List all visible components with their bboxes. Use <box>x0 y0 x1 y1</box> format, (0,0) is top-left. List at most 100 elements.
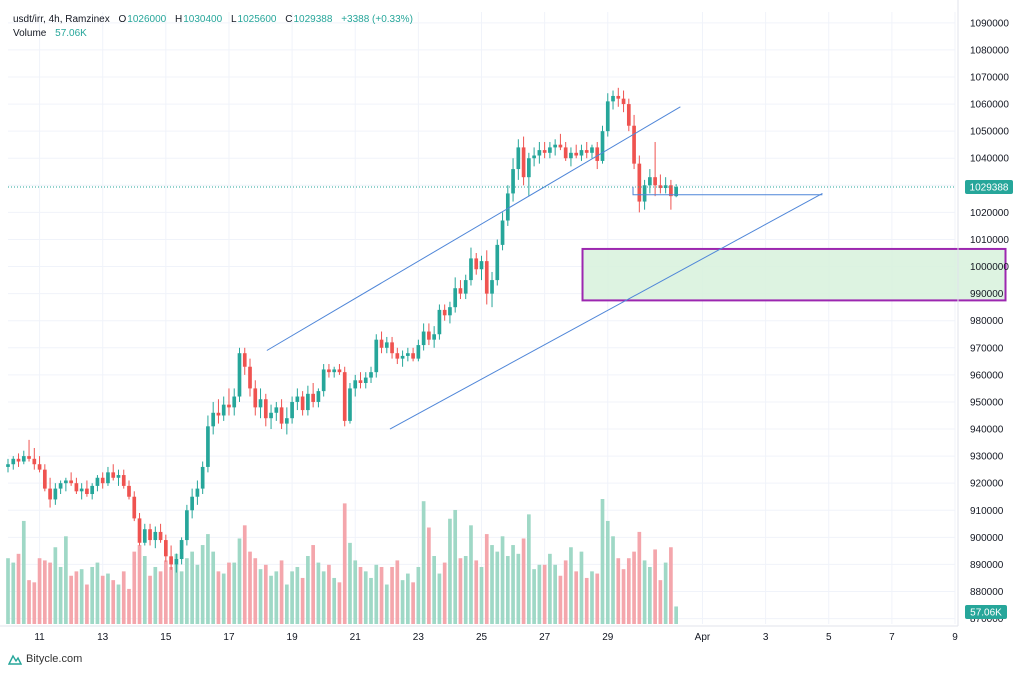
horizontal-level-line[interactable] <box>632 186 823 196</box>
candle-body <box>653 177 657 186</box>
volume-bar <box>642 560 647 624</box>
candle-body <box>569 152 573 159</box>
volume-bar <box>137 545 142 624</box>
candle-body <box>495 244 500 281</box>
candle-body <box>163 540 168 557</box>
volume-bar <box>284 584 289 624</box>
volume-bar <box>579 551 584 624</box>
candle-body <box>206 426 210 467</box>
candle-body <box>74 483 79 492</box>
candle-body <box>85 488 89 495</box>
volume-bar <box>32 582 37 624</box>
candle-body <box>548 147 552 153</box>
volume-bar <box>174 553 179 624</box>
volume-bar <box>669 547 673 624</box>
time-tick-label: 29 <box>602 632 614 643</box>
candle-body <box>95 477 100 486</box>
volume-bar <box>532 569 536 624</box>
volume-bar <box>653 549 657 624</box>
footer-brand-label: Bitycle.com <box>26 653 83 665</box>
candle-body <box>90 485 95 495</box>
candle-body <box>390 342 394 354</box>
volume-bar <box>563 560 568 624</box>
volume-bar <box>85 584 89 624</box>
volume-bar <box>327 564 331 624</box>
candle-body <box>563 147 568 159</box>
volume-bar <box>163 560 168 624</box>
candle-body <box>42 469 47 489</box>
volume-bar <box>200 545 205 624</box>
volume-bar <box>605 520 610 624</box>
volume-bar <box>316 562 321 624</box>
volume-bar <box>100 575 105 624</box>
candle-body <box>527 158 531 178</box>
candle-body <box>79 488 84 492</box>
volume-bar <box>237 538 242 624</box>
volume-bar <box>553 564 557 624</box>
volume-bar <box>369 577 373 624</box>
volume-bar <box>90 566 95 624</box>
candle-body <box>537 150 542 156</box>
candle-body <box>21 456 26 462</box>
volume-bar <box>500 536 505 624</box>
channel-lower-line[interactable] <box>389 192 823 430</box>
last-volume-badge <box>965 605 1007 619</box>
volume-bar <box>127 588 131 624</box>
price-tick-label: 900000 <box>970 533 1004 544</box>
volume-bar <box>411 582 415 624</box>
candle-body <box>437 309 442 335</box>
candle-body <box>200 466 205 489</box>
candle-body <box>605 101 610 132</box>
volume-bar <box>406 573 410 624</box>
candle-body <box>648 177 652 186</box>
volume-bar <box>195 564 200 624</box>
volume-bar <box>569 547 573 624</box>
footer-brand[interactable]: Bitycle.com <box>8 653 82 665</box>
candle-body <box>311 393 315 402</box>
candle-body <box>274 407 279 413</box>
volume-bar <box>363 571 368 624</box>
candle-body <box>185 510 189 541</box>
volume-bar <box>306 556 310 624</box>
demand-zone-rectangle[interactable] <box>581 247 1007 302</box>
volume-bar <box>490 545 494 624</box>
candle-body <box>174 559 179 565</box>
volume-bar <box>527 514 531 624</box>
open-label: O <box>118 14 127 25</box>
price-tick-label: 1040000 <box>970 154 1009 165</box>
candle-body <box>190 496 194 511</box>
volume-bar <box>432 556 436 624</box>
volume-bar <box>95 562 100 624</box>
candle-body <box>505 193 510 221</box>
volume-bar <box>74 571 79 624</box>
candle-body <box>621 98 626 105</box>
candle-body <box>553 144 557 148</box>
volume-bar <box>384 584 389 624</box>
volume-bar <box>353 560 358 624</box>
volume-bar <box>632 551 636 624</box>
channel-upper-line[interactable] <box>266 106 681 351</box>
candle-body <box>342 372 347 421</box>
volume-bar <box>463 556 468 624</box>
time-tick-label: 23 <box>413 632 425 643</box>
price-tick-label: 880000 <box>970 587 1004 598</box>
volume-bar <box>374 564 379 624</box>
candle-body <box>195 488 200 497</box>
candle-body <box>321 369 326 392</box>
volume-bar <box>190 551 194 624</box>
candle-body <box>542 150 547 153</box>
volume-bar <box>248 551 252 624</box>
candle-body <box>374 339 379 373</box>
volume-bar <box>242 525 247 624</box>
volume-bar <box>263 564 268 624</box>
price-tick-label: 940000 <box>970 425 1004 436</box>
candle-body <box>632 125 636 164</box>
price-tick-label: 970000 <box>970 343 1004 354</box>
volume-bar <box>658 580 663 624</box>
price-tick-label: 930000 <box>970 452 1004 463</box>
volume-bar <box>258 569 263 624</box>
candle-body <box>216 412 221 416</box>
volume-bar <box>637 531 642 624</box>
